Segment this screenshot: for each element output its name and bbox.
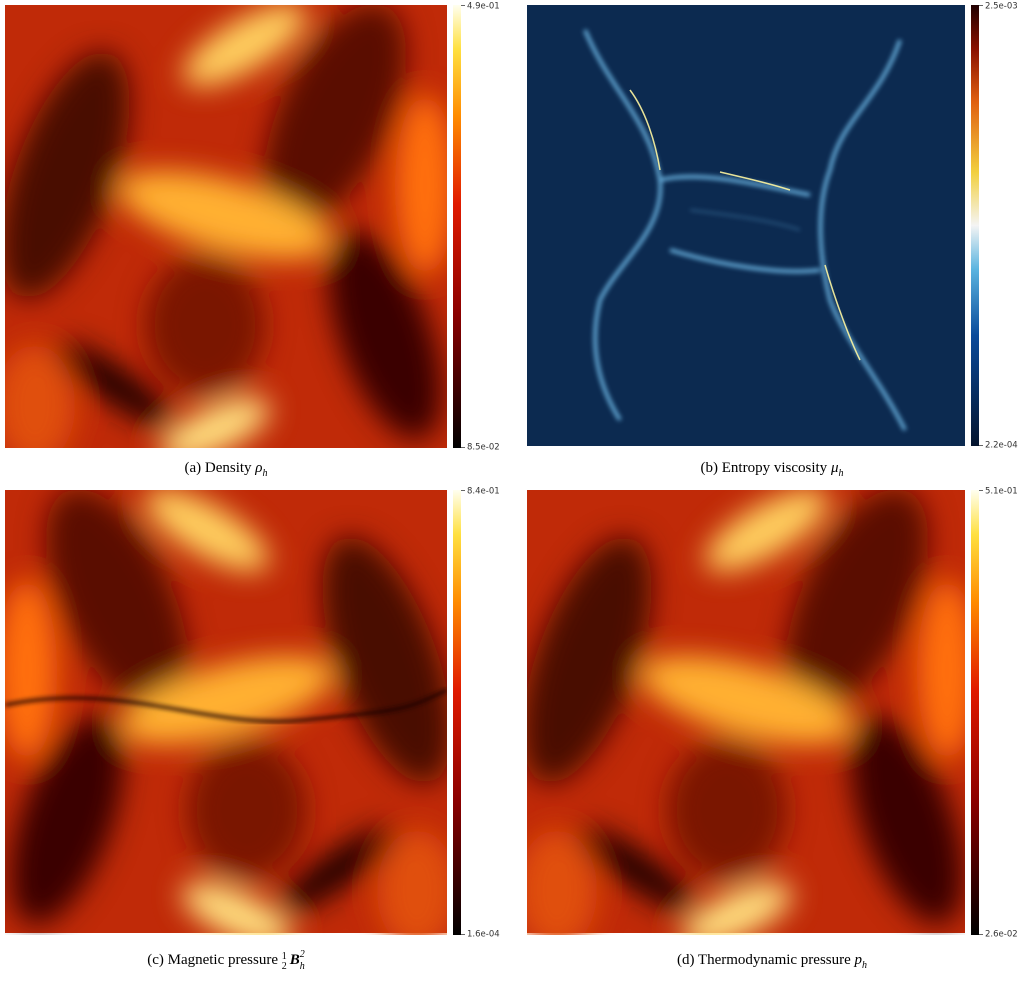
viscosity-fronts [583,29,907,431]
panel-b: 2.5e-03 2.2e-04 (b) Entropy viscosity μh [527,2,1018,479]
density-image [0,0,465,475]
colorbar-min: 1.6e-04 [467,930,500,940]
fraction-denominator: 2 [282,961,287,972]
subscript: h [263,468,268,479]
colorbar-max: 4.9e-01 [467,2,500,12]
symbol: μ [830,460,839,476]
caption: (a) Density ρh [184,460,267,479]
subscript: h [300,961,305,972]
symbol: p [854,952,863,968]
fraction-numerator: 1 [282,951,287,962]
caption-text: (c) Magnetic pressure [147,952,278,968]
colorbar-min: 8.5e-02 [467,443,500,453]
panel-d: 5.1e-01 2.6e-02 (d) Thermodynamic pressu… [496,468,1018,971]
colorbar-max: 8.4e-01 [467,487,500,497]
colorbar [453,490,461,935]
caption: (d) Thermodynamic pressure ph [677,952,867,971]
symbol: ρ [254,460,262,476]
caption: (b) Entropy viscosity μh [701,460,844,479]
caption-text: (d) Thermodynamic pressure [677,952,851,968]
superscript: 2 [300,949,305,960]
magnetic-pressure-image [5,468,447,960]
symbol: B [289,952,300,968]
subscript: h [862,960,867,971]
pressure-image [496,468,987,960]
subscript: h [838,468,843,479]
colorbar-min: 2.6e-02 [985,930,1018,940]
colorbar [971,5,979,446]
caption-text: (a) Density [184,460,252,476]
panel-a: 4.9e-01 8.5e-02 (a) Density ρh [0,0,500,479]
colorbar [971,490,979,935]
viscosity-peaks [629,89,861,361]
viscosity-image [527,5,965,446]
caption-text: (b) Entropy viscosity [701,460,828,476]
colorbar [453,5,461,448]
caption: (c) Magnetic pressure 1 2 B2 h [147,949,305,972]
colorbar-min: 2.2e-04 [985,441,1018,451]
colorbar-max: 5.1e-01 [985,487,1018,497]
colorbar-max: 2.5e-03 [985,2,1018,12]
